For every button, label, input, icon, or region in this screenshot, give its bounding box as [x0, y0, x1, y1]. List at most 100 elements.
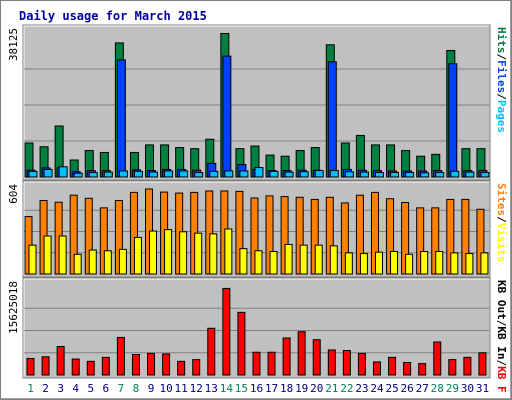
x-tick-label: 3: [57, 382, 64, 395]
x-tick-label: 19: [295, 382, 308, 395]
legend-entry: Hits: [495, 27, 508, 54]
bar-kb-f: [177, 360, 186, 376]
bar-visits: [390, 250, 399, 275]
bar-kb-f: [252, 351, 261, 376]
x-tick-label: 29: [446, 382, 459, 395]
bar-pages: [435, 171, 445, 178]
legend-hits-files-pages: Hits/Files/Pages: [495, 27, 508, 133]
legend-kb-f-in-out: KB Out/KB In/KB F: [495, 280, 508, 393]
bar-visits: [450, 252, 459, 275]
x-tick-label: 8: [133, 382, 140, 395]
x-tick-label: 14: [220, 382, 234, 395]
legend-separator: /: [495, 320, 508, 327]
bar-visits: [118, 248, 127, 275]
bar-pages: [390, 171, 400, 178]
bar-kb-f: [327, 349, 336, 376]
bar-kb-f: [116, 336, 125, 376]
x-tick-label: 28: [431, 382, 444, 395]
bar-pages: [133, 170, 143, 178]
bar-visits: [224, 228, 233, 275]
bar-kb-f: [357, 352, 366, 376]
legend-separator: /: [495, 93, 508, 100]
bar-kb-f: [101, 356, 110, 376]
bar-visits: [179, 231, 188, 275]
x-tick-label: 25: [385, 382, 398, 395]
bar-kb-f: [312, 339, 321, 376]
legend-entry: Files: [495, 60, 508, 93]
x-tick-label: 11: [175, 382, 188, 395]
x-axis-labels: 1 2 3 4 5 6 7 8 9 10 11 12 13 14 15 16 17 18 19 20 21 22 23 24 2…: [27, 382, 489, 395]
bar-kb-f: [147, 352, 156, 376]
bar-visits: [133, 236, 142, 275]
bar-pages: [359, 171, 369, 178]
bar-pages: [194, 171, 204, 178]
x-tick-label: 21: [325, 382, 338, 395]
bar-kb-f: [56, 346, 65, 376]
bar-pages: [28, 170, 38, 178]
x-tick-label: 7: [118, 382, 125, 395]
bar-pages: [118, 170, 128, 178]
bar-pages: [480, 171, 490, 178]
x-tick-label: 6: [103, 382, 110, 395]
bar-pages: [239, 170, 249, 178]
bar-pages: [420, 172, 430, 178]
bar-pages: [103, 171, 113, 178]
panel-kb-f-in-out: 15625018 KB Out/KB In/KB F: [7, 277, 508, 393]
bar-kb-f: [267, 351, 276, 376]
x-tick-label: 24: [370, 382, 384, 395]
bar-pages: [88, 171, 98, 178]
bar-visits: [254, 250, 263, 275]
bar-pages: [58, 166, 68, 178]
y-axis-max-label: 604: [7, 184, 20, 204]
bar-pages: [405, 171, 415, 178]
bar-kb-f: [192, 359, 201, 376]
bar-visits: [103, 250, 112, 275]
legend-entry: Visits: [495, 223, 508, 263]
y-axis-max-label: 38125: [7, 28, 20, 61]
legend-separator: KB Out: [495, 280, 508, 320]
bar-visits: [58, 235, 67, 275]
bar-kb-f: [131, 353, 140, 376]
bar-kb-f: [297, 331, 306, 376]
bar-pages: [299, 171, 309, 178]
legend-entry: Sites: [495, 183, 508, 216]
x-tick-label: 9: [148, 382, 155, 395]
x-tick-label: 5: [87, 382, 94, 395]
bar-pages: [329, 170, 339, 178]
x-tick-label: 20: [310, 382, 323, 395]
bar-kb-f: [41, 356, 50, 376]
bar-kb-f: [282, 337, 291, 376]
bar-visits: [329, 245, 338, 275]
bar-visits: [209, 233, 218, 275]
x-tick-label: 31: [476, 382, 489, 395]
bar-visits: [374, 251, 383, 275]
bar-kb-f: [403, 361, 412, 376]
x-tick-label: 13: [205, 382, 218, 395]
x-tick-label: 22: [340, 382, 353, 395]
bar-visits: [73, 253, 82, 275]
bar-kb-f: [162, 353, 171, 376]
bar-kb-f: [71, 358, 80, 376]
bar-visits: [299, 244, 308, 275]
bar-pages: [209, 170, 219, 178]
bar-kb-f: [463, 356, 472, 376]
bar-files: [116, 59, 126, 178]
bar-kb-f: [388, 356, 397, 376]
bar-visits: [43, 235, 52, 275]
legend-separator: /: [495, 54, 508, 61]
x-tick-label: 30: [461, 382, 474, 395]
bar-visits: [149, 230, 158, 275]
bar-visits: [88, 249, 97, 275]
x-tick-label: 17: [265, 382, 278, 395]
x-tick-label: 26: [401, 382, 414, 395]
bar-visits: [344, 252, 353, 275]
bar-pages: [465, 171, 475, 178]
bar-visits: [480, 252, 489, 275]
bar-kb-f: [207, 327, 216, 376]
bar-visits: [405, 253, 414, 275]
x-tick-label: 2: [42, 382, 49, 395]
bar-pages: [450, 170, 460, 178]
bar-kb-f: [86, 360, 95, 376]
